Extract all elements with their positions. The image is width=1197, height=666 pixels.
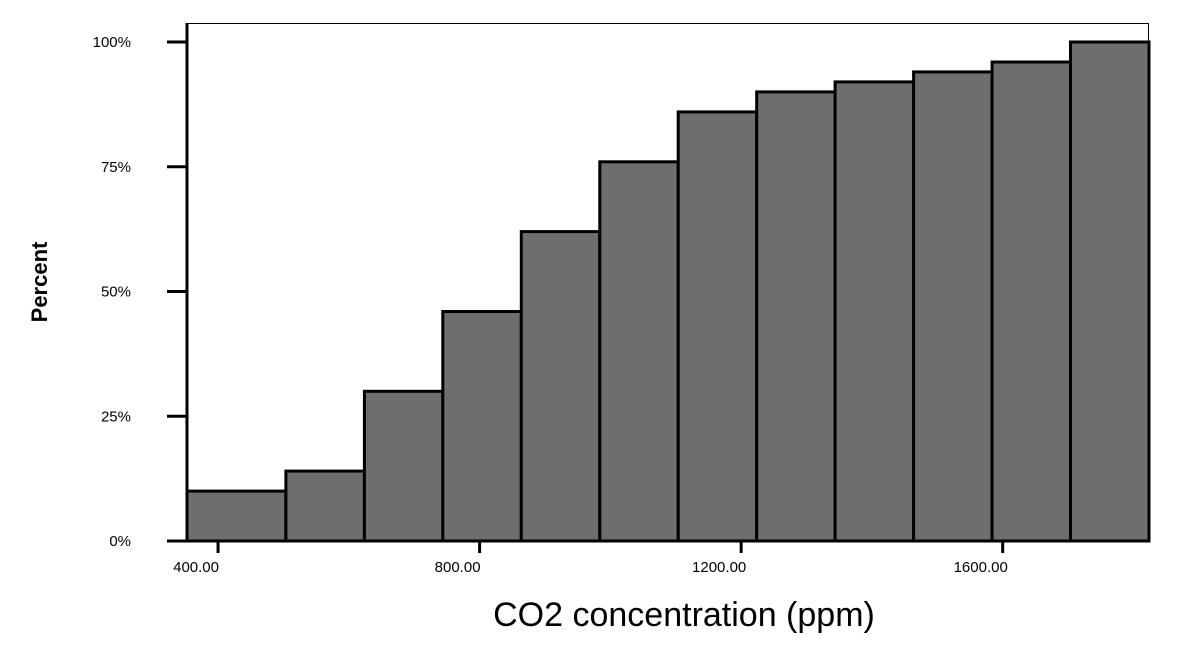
y-tick-label: 75% (101, 159, 131, 176)
y-tick-label: 25% (101, 408, 131, 425)
y-tick-label: 50% (101, 284, 131, 301)
x-tick-label: 1600.00 (954, 559, 1008, 576)
x-tick-label: 800.00 (435, 559, 481, 576)
y-tick-label: 100% (93, 34, 131, 51)
histogram-bar-9 (833, 80, 916, 543)
histogram-bar-7 (676, 110, 759, 543)
histogram-bar-10 (912, 70, 994, 543)
x-tick-label: 1200.00 (692, 559, 746, 576)
histogram-bar-6 (598, 160, 680, 543)
histogram-bar-1 (185, 489, 288, 543)
y-tick-label: 0% (109, 533, 131, 550)
x-axis-label: CO2 concentration (ppm) (493, 596, 875, 634)
histogram-bar-4 (441, 310, 523, 543)
histogram-bar-2 (284, 469, 366, 543)
x-axis-ticks: 400.00 800.00 1200.00 1600.00 (173, 541, 1008, 576)
histogram-bar-5 (519, 230, 602, 543)
bars-group (185, 40, 1151, 543)
histogram-bar-8 (755, 90, 837, 543)
histogram-bar-3 (362, 389, 445, 543)
y-axis-label: Percent (27, 241, 52, 322)
x-tick-label: 400.00 (173, 559, 219, 576)
histogram-bar-12 (1069, 40, 1151, 543)
y-axis-ticks: 0% 25% 50% 75% 100% (93, 34, 187, 550)
histogram-bar-11 (990, 60, 1073, 543)
